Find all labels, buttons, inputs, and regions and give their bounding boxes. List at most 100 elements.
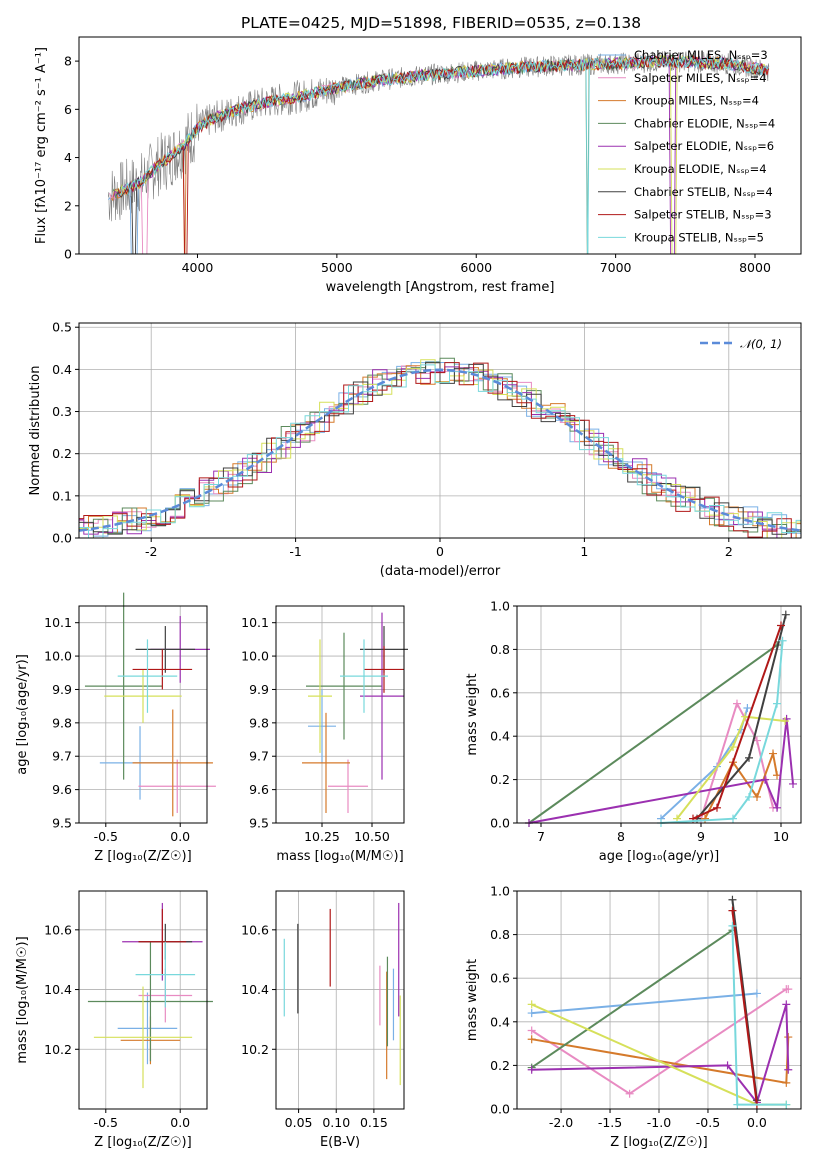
- x-tick-label: 0: [436, 544, 444, 559]
- data-point-marker: [527, 1026, 536, 1035]
- data-point-marker: [784, 1065, 793, 1074]
- x-tick-label: 0.0: [170, 1115, 190, 1130]
- y-tick-label: 0.4: [490, 729, 510, 744]
- y-axis-label: mass weight: [465, 673, 480, 755]
- y-tick-label: 10.0: [44, 649, 72, 664]
- data-point-marker: [777, 621, 785, 630]
- axes-frame: [516, 605, 802, 824]
- x-axis-label: Z [log₁₀(Z/Z☉)]: [94, 1135, 191, 1150]
- y-tick-label: 9.8: [52, 715, 72, 730]
- residual-histogram: [79, 365, 801, 538]
- x-tick-label: 4000: [182, 260, 214, 275]
- x-tick-label: 0.0: [170, 829, 190, 844]
- y-tick-label: 0.4: [490, 1014, 510, 1029]
- x-axis-label: (data-model)/error: [380, 564, 501, 579]
- normal-distribution-curve: [78, 368, 802, 532]
- y-tick-label: 10.1: [44, 615, 72, 630]
- axes-frame: [78, 605, 208, 824]
- x-tick-label: -1.5: [598, 1115, 622, 1130]
- data-point-marker: [728, 906, 737, 915]
- mass-weight-line: [531, 992, 757, 1015]
- y-tick-label: 1.0: [490, 599, 510, 614]
- y-tick-label: 1.0: [490, 884, 510, 899]
- x-tick-label: 0.0: [747, 1115, 767, 1130]
- legend-entry: Salpeter MILES, Nₛₛₚ=4: [634, 71, 767, 85]
- data-point-marker: [527, 1000, 536, 1009]
- x-tick-label: -0.5: [696, 1115, 720, 1130]
- data-point-marker: [784, 985, 793, 994]
- y-tick-label: 0.8: [490, 642, 510, 657]
- data-point-marker: [527, 1009, 536, 1018]
- x-axis-label: wavelength [Angstrom, rest frame]: [326, 280, 555, 295]
- y-tick-label: 9.9: [52, 682, 72, 697]
- x-tick-label: -0.5: [94, 829, 118, 844]
- legend-entry: Salpeter STELIB, Nₛₛₚ=3: [634, 208, 772, 222]
- y-tick-label: 0.2: [490, 1058, 510, 1073]
- data-point-marker: [761, 775, 769, 784]
- x-tick-label: 2: [725, 544, 733, 559]
- y-tick-label: 2: [64, 198, 72, 213]
- data-point-marker: [782, 1000, 791, 1009]
- data-point-marker: [625, 1089, 634, 1098]
- x-tick-label: 10: [773, 829, 789, 844]
- mass-weight-vs-metallicity-panel: -2.0 -1.5 -1.0 -0.5 0.0 0.0 0.2 0.4 0.6 0.8 1.0 Z […: [465, 884, 802, 1150]
- age-vs-metallicity-panel: -0.5 0.0 9.5 9.6 9.7 9.8 9.9 10.0 10.1 Z [log₁₀(Z…: [15, 592, 216, 864]
- y-tick-label: 0.5: [52, 320, 72, 335]
- x-axis-label: Z [log₁₀(Z/Z☉)]: [94, 849, 191, 864]
- data-point-marker: [745, 753, 753, 762]
- legend-entry: Kroupa STELIB, Nₛₛₚ=5: [634, 230, 764, 244]
- legend-entry: Salpeter ELODIE, Nₛₛₚ=6: [634, 139, 774, 153]
- x-tick-label: -2: [145, 544, 157, 559]
- y-tick-label: 10.6: [241, 922, 269, 937]
- y-tick-label: 0.0: [490, 1102, 510, 1117]
- x-tick-label: -0.5: [94, 1115, 118, 1130]
- data-point-marker: [789, 779, 797, 788]
- data-point-marker: [728, 921, 737, 930]
- y-tick-label: 10.4: [241, 982, 269, 997]
- x-axis-label: age [log₁₀(age/yr)]: [599, 849, 720, 864]
- x-tick-label: 6000: [460, 260, 492, 275]
- data-point-marker: [723, 1061, 732, 1070]
- y-tick-label: 0.4: [52, 362, 72, 377]
- y-tick-label: 9.5: [249, 816, 269, 831]
- data-point-marker: [729, 743, 737, 752]
- y-axis-label: Normed distribution: [28, 366, 43, 496]
- y-axis-label: mass [log₁₀(M/M☉)]: [15, 936, 30, 1063]
- y-tick-label: 9.6: [249, 782, 269, 797]
- y-tick-label: 10.0: [241, 649, 269, 664]
- y-tick-label: 0.0: [490, 816, 510, 831]
- y-tick-label: 9.7: [52, 749, 72, 764]
- y-tick-label: 9.8: [249, 715, 269, 730]
- y-tick-label: 0: [64, 247, 72, 262]
- age-vs-mass-panel: 10.25 10.50 9.5 9.6 9.7 9.8 9.9 10.0 10.1 mass [l…: [241, 605, 408, 864]
- data-point-marker: [527, 1065, 536, 1074]
- x-tick-label: 7000: [600, 260, 632, 275]
- residuals-histogram-panel: -2 -1 0 1 2 0.0 0.1 0.2 0.3 0.4 0.5 (data-model)/er…: [28, 320, 802, 579]
- mass-weight-line: [676, 715, 786, 820]
- y-tick-label: 9.7: [249, 749, 269, 764]
- legend-entry: 𝒩(0, 1): [740, 337, 782, 351]
- data-point-marker: [778, 636, 787, 645]
- legend-entry: Chabrier STELIB, Nₛₛₚ=4: [634, 185, 773, 199]
- x-tick-label: 0.15: [360, 1115, 388, 1130]
- mass-weight-line: [528, 644, 778, 824]
- y-tick-label: 10.2: [44, 1042, 72, 1057]
- data-point-marker: [713, 803, 721, 812]
- y-tick-label: 0.2: [52, 446, 72, 461]
- x-tick-label: 1: [580, 544, 588, 559]
- y-tick-label: 0.2: [490, 772, 510, 787]
- y-tick-label: 0.0: [52, 531, 72, 546]
- y-tick-label: 0.3: [52, 404, 72, 419]
- y-tick-label: 10.4: [44, 982, 72, 997]
- y-tick-label: 10.6: [44, 922, 72, 937]
- residual-histogram: [79, 365, 801, 538]
- data-point-marker: [753, 792, 761, 801]
- y-tick-label: 10.2: [241, 1042, 269, 1057]
- y-tick-label: 9.6: [52, 782, 72, 797]
- residual-histogram: [79, 364, 801, 538]
- x-tick-label: 7: [537, 829, 545, 844]
- data-point-marker: [527, 1035, 536, 1044]
- data-point-marker: [729, 814, 737, 823]
- axes-frame: [78, 890, 208, 1110]
- y-tick-label: 8: [64, 54, 72, 69]
